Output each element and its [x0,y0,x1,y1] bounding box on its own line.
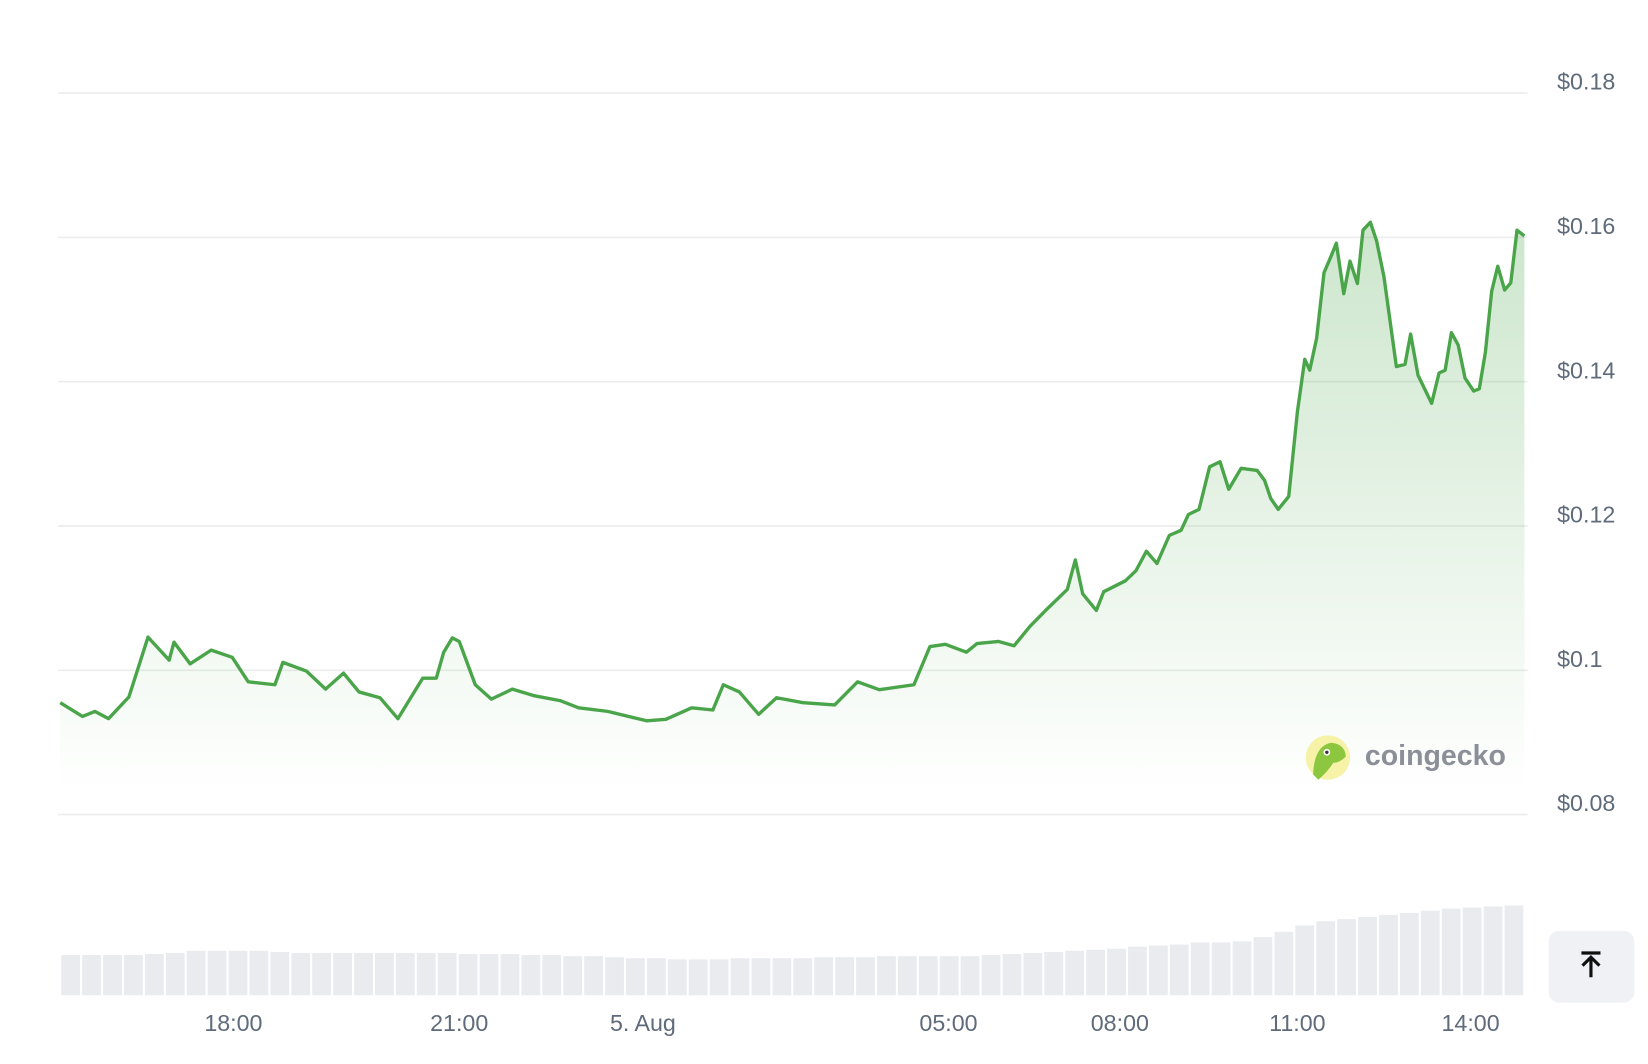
arrow-up-icon[interactable] [1581,951,1601,978]
volume-bar [1002,954,1022,996]
volume-bar [1107,948,1126,996]
volume-bar [165,952,185,996]
volume-bar [270,951,290,996]
volume-bar [1190,942,1210,996]
volume-bar [856,957,875,996]
volume-bar [793,958,813,996]
volume-bar [688,959,708,996]
volume-bar [897,956,917,996]
volume-bar [437,952,457,996]
volume-bar [626,958,645,996]
volume-bar [646,958,666,996]
volume-bar [667,959,687,996]
volume-bar [124,955,143,996]
volume-bar [312,952,332,996]
volume-bar [1044,951,1064,996]
volume-bar [1337,919,1357,996]
volume-bar [103,955,122,996]
x-tick-label: 21:00 [430,1010,488,1036]
volume-bar [1483,906,1503,996]
price-line [59,220,1526,723]
volume-bar [1274,931,1294,996]
volume-bar [1420,910,1440,996]
y-tick-label: $0.16 [1557,213,1615,239]
volume-bar [730,958,750,996]
scroll-top-button[interactable] [1548,930,1635,1003]
volume-bar [375,952,394,996]
volume-bar [82,955,101,996]
volume-bar [751,958,771,996]
volume-bar [1128,946,1147,996]
y-tick-label: $0.1 [1557,646,1602,672]
volume-bar [1023,952,1043,996]
volume-bar [1399,912,1419,996]
volume-bar [1169,944,1189,996]
x-tick-label: 05:00 [919,1010,977,1036]
watermark-text: coingecko [1365,740,1506,772]
volume-bar [1148,945,1168,996]
volume-bar [1379,914,1398,996]
volume-bar [521,955,541,996]
volume-bar [772,958,792,996]
volume-bar [542,955,562,996]
volume-bar [333,952,352,996]
volume-bar [144,954,164,996]
volume-bar [939,956,959,996]
x-tick-label: 5. Aug [610,1010,676,1036]
volume-bar [981,955,1001,996]
volume-bar [291,952,311,996]
volume-bar [354,952,373,996]
volume-bar [61,955,81,996]
volume-bar [1065,950,1085,996]
volume-bar [814,957,834,996]
y-tick-label: $0.12 [1557,502,1615,528]
logo-gecko [1313,742,1346,780]
volume-bar [1295,925,1315,996]
volume-bar [1232,941,1252,996]
x-tick-label: 14:00 [1442,1010,1500,1036]
volume-bar [605,957,624,996]
volume-bar [416,952,436,996]
y-tick-label: $0.14 [1557,357,1615,383]
volume-bar [835,957,855,996]
watermark: coingecko [1305,735,1506,780]
volume-bar [500,954,520,996]
volume-bar [1504,905,1524,996]
volume-bar [877,956,896,996]
logo-pupil [1325,750,1329,754]
y-tick-label: $0.18 [1557,69,1615,95]
volume-bar [1316,921,1336,996]
volume-bar [563,956,583,996]
volume-bar [395,952,415,996]
volume-bar [479,954,499,996]
x-tick-label: 08:00 [1091,1010,1149,1036]
volume-bar [1253,937,1273,996]
volume-bar [228,950,248,996]
volume-bar [1462,907,1482,996]
volume-bar [1441,908,1461,996]
volume-bar [960,956,980,996]
volume-bar [249,950,269,996]
volume-bar [709,959,729,996]
volume-bar [918,956,938,996]
x-tick-label: 18:00 [204,1010,262,1036]
y-tick-label: $0.08 [1557,790,1615,816]
x-tick-label: 11:00 [1269,1010,1325,1036]
volume-bar [1086,949,1106,996]
price-area [60,222,1525,794]
volume-bar [186,950,206,996]
volume-bar [1211,942,1231,996]
volume-bar [584,956,603,996]
volume-bar [207,950,227,996]
volume-bar [1358,917,1377,996]
volume-bar [458,954,478,996]
